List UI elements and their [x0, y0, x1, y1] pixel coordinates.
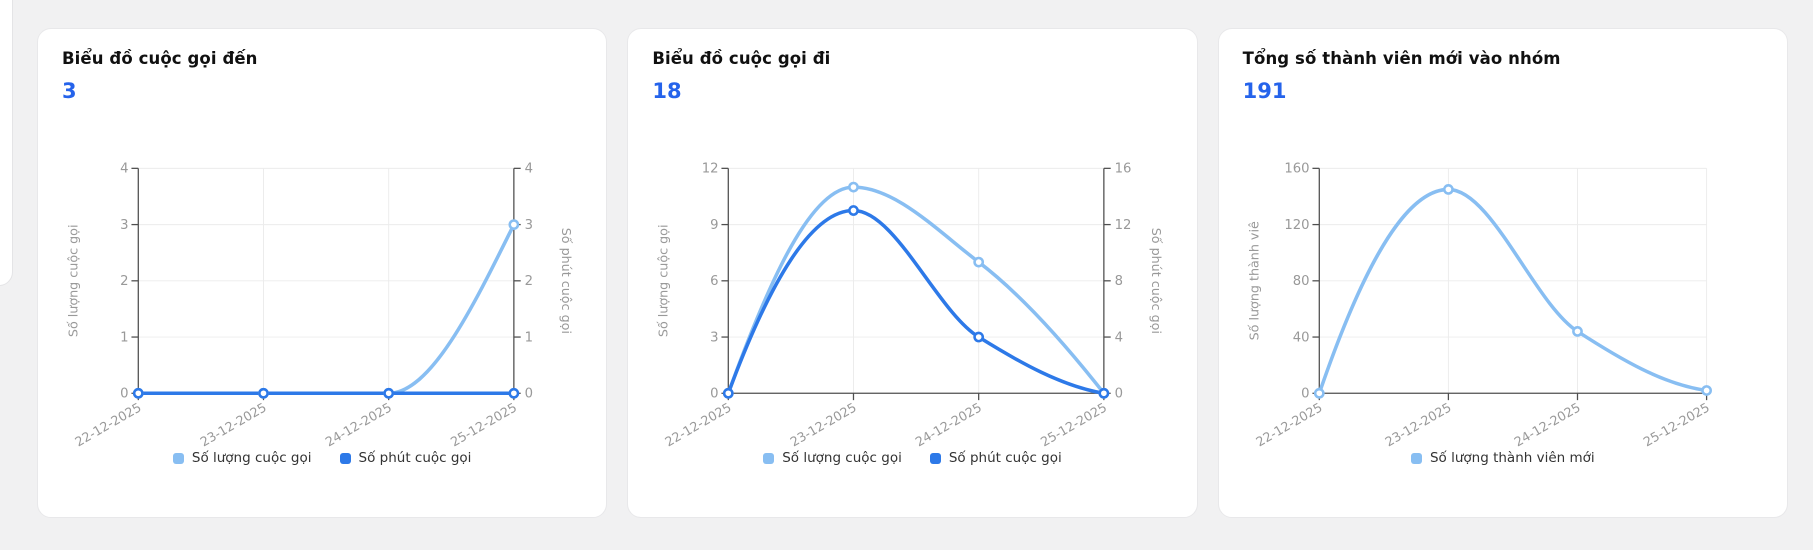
series-line-0	[136, 222, 516, 396]
x-tick-label: 24-12-2025	[323, 400, 394, 449]
data-point	[723, 387, 734, 399]
y-axis-title-left: Số lượng cuộc gọi	[656, 225, 671, 338]
card-title: Biểu đồ cuộc gọi đến	[62, 49, 258, 68]
legend-swatch-icon	[172, 452, 184, 464]
chart-legend: Số lượng thành viên mới	[1243, 450, 1763, 466]
incoming-calls-card: Biểu đồ cuộc gọi đến 3 0 1 2 3 4 0 1 2 3 4 22-12-2…	[37, 28, 608, 518]
y-tick-label: 160	[1284, 162, 1309, 177]
y-tick-label: 1	[525, 330, 533, 345]
data-point	[1571, 326, 1583, 337]
y-tick-label: 2	[120, 274, 128, 289]
legend-item-calls-count[interactable]: Số lượng cuộc gọi	[763, 450, 902, 466]
y-tick-label: 40	[1292, 330, 1309, 345]
y-tick-label: 120	[1284, 218, 1309, 233]
y-tick-label: 12	[1115, 218, 1132, 233]
card-value: 191	[1242, 79, 1287, 103]
legend-label: Số lượng cuộc gọi	[191, 450, 312, 467]
x-tick-label: 22-12-2025	[1253, 400, 1324, 449]
data-point	[508, 387, 520, 399]
outgoing-calls-line-chart: 0 3 6 9 12 0 4 8 12 16 22-12-2025 23-12-2025 24-12-2…	[656, 162, 1164, 449]
x-tick-label: 24-12-2025	[1511, 400, 1582, 449]
x-tick-label: 24-12-2025	[913, 400, 984, 449]
y-axis-title-right: Số phút cuộc gọi	[1149, 228, 1164, 334]
data-point	[383, 387, 395, 399]
x-tick-label: 23-12-2025	[788, 400, 859, 449]
y-tick-label: 16	[1115, 162, 1132, 177]
data-point	[973, 331, 985, 343]
legend-label: Số phút cuộc gọi	[948, 450, 1062, 467]
dashboard: Biểu đồ cuộc gọi đến 3 0 1 2 3 4 0 1 2 3 4 22-12-2…	[37, 28, 1788, 518]
y-tick-label: 9	[710, 218, 718, 233]
y-axis-title-left: Số lượng cuộc gọi	[66, 225, 81, 338]
x-tick-label: 25-12-2025	[448, 400, 519, 449]
y-tick-label: 3	[120, 218, 128, 233]
chart-legend: Số lượng cuộc gọi Số phút cuộc gọi	[62, 450, 582, 466]
y-axis-title-left: Số lượng thành viê	[1246, 221, 1261, 340]
y-tick-label: 0	[525, 387, 533, 402]
y-tick-label: 3	[525, 218, 533, 233]
legend-swatch-icon	[339, 452, 351, 464]
data-point	[1098, 387, 1110, 399]
y-tick-label: 4	[1115, 330, 1123, 345]
incoming-calls-line-chart: 0 1 2 3 4 0 1 2 3 4 22-12-2025 23-12-2025 24-12-2025…	[66, 162, 574, 449]
legend-label: Số phút cuộc gọi	[358, 450, 472, 467]
data-point	[258, 387, 269, 399]
data-point	[973, 256, 985, 268]
y-tick-label: 12	[702, 162, 719, 177]
y-tick-label: 4	[525, 162, 533, 177]
y-axis-title-right: Số phút cuộc gọi	[559, 228, 574, 334]
x-tick-label: 23-12-2025	[1382, 400, 1453, 449]
new-members-card: Tổng số thành viên mới vào nhóm 191 0 40 8…	[1217, 28, 1788, 518]
y-tick-label: 0	[1301, 387, 1309, 402]
legend-item-calls-count[interactable]: Số lượng cuộc gọi	[172, 450, 312, 467]
legend-swatch-icon	[929, 452, 941, 464]
legend-item-calls-minutes[interactable]: Số phút cuộc gọi	[929, 450, 1062, 467]
card-title: Biểu đồ cuộc gọi đi	[652, 49, 831, 68]
card-value: 18	[652, 79, 682, 103]
series-line-1	[726, 208, 1106, 396]
y-tick-label: 8	[1115, 274, 1123, 289]
card-title: Tổng số thành viên mới vào nhóm	[1242, 49, 1561, 68]
data-point	[1700, 385, 1712, 396]
new-members-line-chart: 0 40 80 120 160 22-12-2025 23-12-2025 24-12-202…	[1246, 162, 1712, 449]
legend-item-new-members[interactable]: Số lượng thành viên mới	[1410, 450, 1595, 467]
x-tick-label: 22-12-2025	[72, 400, 143, 449]
chart-legend: Số lượng cuộc gọi Số phút cuộc gọi	[652, 450, 1172, 466]
y-tick-label: 4	[120, 162, 128, 177]
y-tick-label: 80	[1292, 274, 1309, 289]
y-tick-label: 2	[525, 274, 533, 289]
data-point	[848, 205, 860, 216]
y-tick-label: 6	[710, 274, 718, 289]
legend-swatch-icon	[1410, 452, 1422, 464]
series-line-0	[1317, 187, 1709, 396]
card-value: 3	[62, 79, 77, 103]
data-point	[1313, 387, 1325, 399]
y-tick-label: 0	[1115, 387, 1123, 402]
x-tick-label: 22-12-2025	[663, 400, 734, 449]
data-point	[848, 181, 860, 193]
y-tick-label: 1	[120, 330, 128, 345]
x-tick-label: 25-12-2025	[1038, 400, 1109, 449]
data-point	[132, 387, 144, 399]
data-point	[508, 219, 520, 230]
y-tick-label: 0	[710, 387, 718, 402]
legend-swatch-icon	[763, 452, 775, 464]
y-tick-label: 0	[120, 387, 128, 402]
left-panel-edge	[0, 0, 13, 286]
legend-label: Số lượng cuộc gọi	[782, 450, 902, 467]
legend-item-calls-minutes[interactable]: Số phút cuộc gọi	[339, 450, 472, 467]
data-point	[1442, 184, 1454, 195]
series-line-0	[726, 185, 1106, 396]
x-tick-label: 23-12-2025	[197, 400, 268, 449]
x-tick-label: 25-12-2025	[1640, 400, 1711, 449]
outgoing-calls-card: Biểu đồ cuộc gọi đi 18 0 3 6 9 12 0 4 8 12 16 22-1…	[627, 28, 1198, 518]
y-tick-label: 3	[710, 330, 718, 345]
legend-label: Số lượng thành viên mới	[1429, 450, 1595, 467]
